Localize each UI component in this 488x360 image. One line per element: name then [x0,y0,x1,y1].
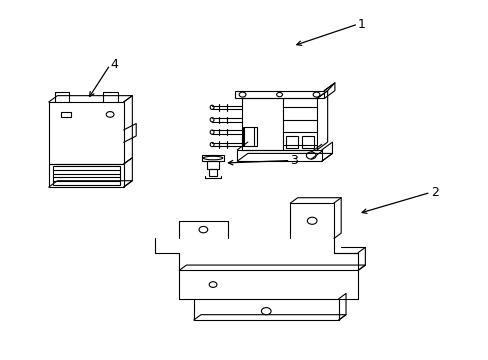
Bar [301,136,313,148]
Text: 2: 2 [430,186,438,199]
Circle shape [276,93,282,97]
Text: 1: 1 [357,18,365,31]
Bar [206,161,219,169]
Bar [53,166,120,185]
Circle shape [312,92,319,97]
Bar [208,169,217,176]
Bar [202,155,223,161]
Text: 3: 3 [290,154,298,167]
Bar [61,112,71,117]
Circle shape [209,282,217,287]
Bar [243,127,256,146]
Circle shape [261,307,270,315]
Text: 4: 4 [110,58,118,71]
Bar [49,164,123,187]
Bar [285,136,297,148]
Circle shape [199,226,207,233]
Bar [49,102,123,164]
Circle shape [307,217,316,224]
Circle shape [106,112,114,117]
Bar [237,150,321,161]
Bar [242,99,316,150]
Bar [234,91,324,99]
Circle shape [306,152,315,159]
Circle shape [239,92,245,97]
